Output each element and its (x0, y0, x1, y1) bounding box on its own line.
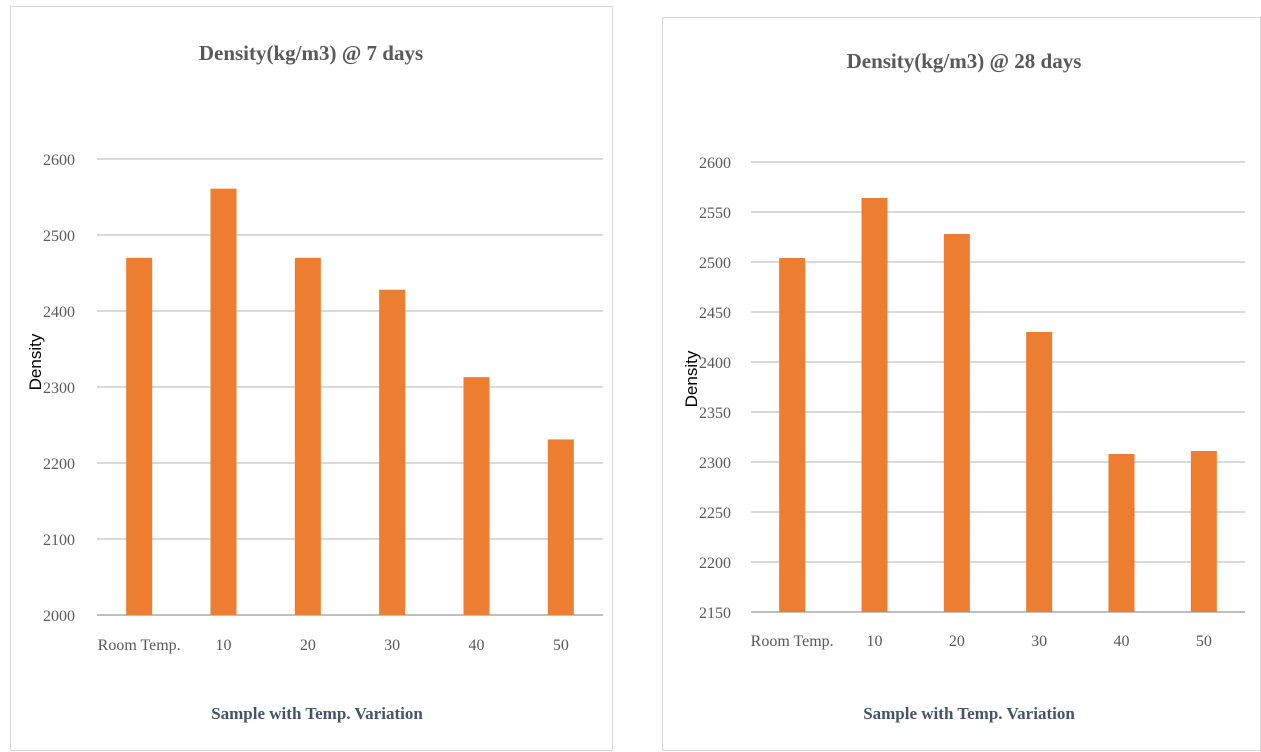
x-tick-label: 50 (1196, 633, 1212, 650)
x-tick-label: 10 (867, 633, 883, 650)
bar-room-temp (779, 258, 806, 612)
density-28-days-svg: Density(kg/m3) @ 28 days Density Sample … (682, 49, 1245, 723)
bar-50 (547, 439, 574, 615)
chart-title: Density(kg/m3) @ 28 days (847, 49, 1082, 73)
y-tick-label: 2500 (43, 228, 75, 245)
y-tick-label: 2250 (699, 505, 731, 522)
y-tick-label: 2000 (43, 608, 75, 625)
y-tick-label: 2550 (699, 205, 731, 222)
x-tick-label: 40 (1114, 633, 1130, 650)
y-tick-label: 2400 (43, 304, 75, 321)
bar-30 (379, 289, 406, 615)
x-tick-label: 50 (553, 637, 569, 654)
bar-40 (1108, 454, 1135, 612)
chart-title: Density(kg/m3) @ 7 days (199, 41, 423, 65)
y-tick-label: 2400 (699, 355, 731, 372)
bar-40 (463, 377, 490, 615)
y-tick-label: 2450 (699, 305, 731, 322)
plot-area: 2000 2100 2200 2300 2400 2500 2600 Room Temp. 10… (43, 152, 603, 654)
y-tick-label: 2500 (699, 255, 731, 272)
x-tick-label: 30 (1031, 633, 1047, 650)
y-tick-label: 2150 (699, 605, 731, 622)
density-7-days-chart: Density(kg/m3) @ 7 days Density Sample w… (10, 6, 613, 751)
y-tick-label: 2300 (43, 380, 75, 397)
x-tick-label: 10 (216, 637, 232, 654)
plot-area: 2150 2200 2250 2300 2350 2400 2450 2500 2550 2600… (699, 155, 1245, 650)
x-axis-title: Sample with Temp. Variation (863, 704, 1075, 723)
x-axis-title: Sample with Temp. Variation (211, 704, 423, 723)
y-tick-label: 2300 (699, 455, 731, 472)
bar-30 (1026, 332, 1053, 612)
bar-50 (1190, 451, 1217, 612)
y-tick-label: 2350 (699, 405, 731, 422)
density-7-days-svg: Density(kg/m3) @ 7 days Density Sample w… (26, 41, 603, 723)
x-tick-label: 20 (949, 633, 965, 650)
density-28-days-chart: Density(kg/m3) @ 28 days Density Sample … (662, 17, 1261, 751)
y-axis-title: Density (682, 350, 701, 407)
y-tick-label: 2100 (43, 532, 75, 549)
y-axis-title: Density (26, 333, 45, 390)
bar-10 (210, 188, 237, 615)
x-tick-label: 20 (300, 637, 316, 654)
bar-20 (294, 257, 321, 615)
y-tick-label: 2200 (43, 456, 75, 473)
x-tick-label: Room Temp. (751, 633, 834, 650)
bar-room-temp (126, 257, 153, 615)
x-tick-label: Room Temp. (98, 637, 181, 654)
bar-10 (861, 198, 888, 612)
y-tick-label: 2600 (43, 152, 75, 169)
x-tick-label: 30 (384, 637, 400, 654)
y-tick-label: 2200 (699, 555, 731, 572)
y-tick-label: 2600 (699, 155, 731, 172)
bar-20 (943, 234, 970, 612)
x-tick-label: 40 (469, 637, 485, 654)
